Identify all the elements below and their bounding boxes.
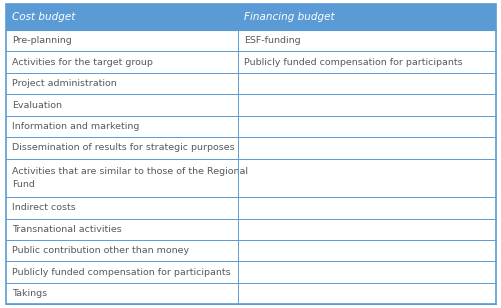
Text: Indirect costs: Indirect costs [12,203,76,213]
Text: Pre-planning: Pre-planning [12,36,72,45]
Text: Takings: Takings [12,289,47,298]
Text: Transnational activities: Transnational activities [12,225,122,234]
Text: Publicly funded compensation for participants: Publicly funded compensation for partici… [244,58,462,67]
Text: Activities for the target group: Activities for the target group [12,58,153,67]
Text: Public contribution other than money: Public contribution other than money [12,246,189,255]
Text: Cost budget: Cost budget [12,12,75,22]
Text: Project administration: Project administration [12,79,117,88]
Text: Information and marketing: Information and marketing [12,122,139,131]
Text: Financing budget: Financing budget [244,12,335,22]
Text: Activities that are similar to those of the Regional: Activities that are similar to those of … [12,167,247,176]
Text: Publicly funded compensation for participants: Publicly funded compensation for partici… [12,268,230,277]
Bar [6,4,495,30]
Text: Evaluation: Evaluation [12,100,62,110]
Text: Dissemination of results for strategic purposes: Dissemination of results for strategic p… [12,143,234,152]
Text: ESF-funding: ESF-funding [244,36,301,45]
Text: Fund: Fund [12,180,35,188]
